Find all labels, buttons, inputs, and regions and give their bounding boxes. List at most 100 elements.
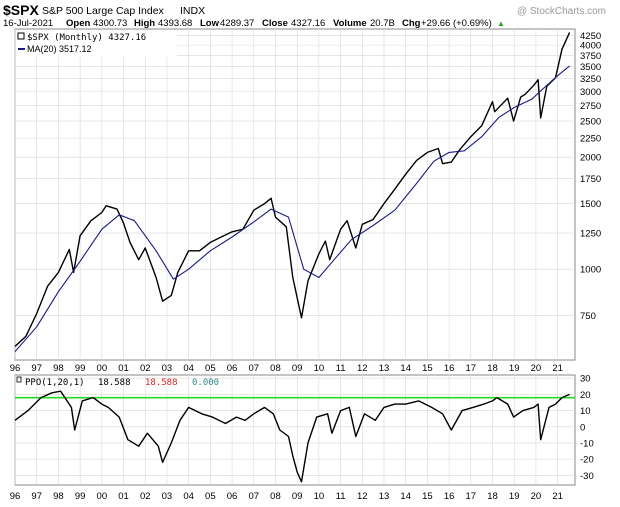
- ppo-series-line: [14, 390, 570, 483]
- x-tick-label: 18: [487, 363, 498, 374]
- x-tick-label: 13: [379, 363, 390, 374]
- x-tick-label: 96: [10, 363, 21, 374]
- ppo-legend-label: PPO(1,20,1): [25, 378, 85, 388]
- x-tick-label: 18: [487, 491, 498, 502]
- ppo-y-axis: -30 -20 -10 0 10 20 30: [580, 374, 594, 482]
- x-tick-label: 14: [400, 491, 411, 502]
- price-series: [14, 32, 571, 353]
- ppo-legend-value-3: 0.000: [192, 378, 219, 388]
- y-tick-label: -30: [580, 471, 594, 482]
- ppo-panel: -30 -20 -10 0 10 20 30 PPO(1,20,1) 18.588 18.5…: [14, 374, 594, 486]
- y-tick-label: -20: [580, 455, 594, 466]
- ma-legend-label: MA(20) 3517.12: [27, 44, 92, 54]
- y-tick-label: -10: [580, 438, 594, 449]
- index-name: S&P 500 Large Cap Index: [42, 5, 165, 17]
- x-tick-label: 00: [97, 363, 108, 374]
- y-tick-label: 0: [580, 422, 585, 433]
- chg-value: +29.66 (+0.69%): [421, 18, 492, 29]
- x-tick-label: 17: [466, 363, 477, 374]
- price-legend-label: $SPX (Monthly) 4327.16: [27, 33, 146, 43]
- open-value: 4300.73: [93, 18, 127, 29]
- low-value: 4289.37: [220, 18, 254, 29]
- x-tick-label: 01: [118, 491, 129, 502]
- x-tick-label: 04: [183, 363, 194, 374]
- x-tick-label: 99: [75, 363, 86, 374]
- x-tick-label: 16: [444, 491, 455, 502]
- x-tick-label: 21: [552, 491, 563, 502]
- x-tick-label: 06: [227, 363, 238, 374]
- price-panel: 750 1000 1250 1500 1750 2000 2250 2500 2750 3000 3…: [14, 28, 601, 361]
- x-tick-label: 99: [75, 491, 86, 502]
- x-tick-label: 19: [509, 491, 520, 502]
- ma-series-line: [14, 65, 570, 353]
- ppo-legend-value-1: 18.588: [98, 378, 131, 388]
- y-tick-label: 3000: [580, 87, 601, 98]
- x-tick-label: 20: [531, 363, 542, 374]
- y-tick-label: 2250: [580, 134, 601, 145]
- y-tick-label: 2500: [580, 117, 601, 128]
- x-tick-label: 02: [140, 491, 151, 502]
- open-label: Open: [66, 18, 90, 29]
- x-tick-label: 06: [227, 491, 238, 502]
- price-x-axis: 96 97 98 99 00 01 02 03 04 05 06 07 08 09 10 11 12 13 14 15…: [10, 363, 563, 374]
- symbol-label: $SPX: [3, 2, 39, 18]
- exchange-label: INDX: [180, 5, 205, 17]
- x-tick-label: 14: [400, 363, 411, 374]
- x-tick-label: 07: [248, 363, 259, 374]
- x-tick-label: 09: [292, 491, 303, 502]
- x-tick-label: 03: [162, 491, 173, 502]
- x-tick-label: 07: [248, 491, 259, 502]
- quote-date: 16-Jul-2021: [3, 18, 53, 29]
- high-value: 4393.68: [158, 18, 192, 29]
- high-label: High: [134, 18, 155, 29]
- ppo-x-axis: 96 97 98 99 00 01 02 03 04 05 06 07 08 09 10 11 12 13 14 15…: [10, 491, 563, 502]
- y-tick-label: 3500: [580, 62, 601, 73]
- y-tick-label: 1250: [580, 229, 601, 240]
- y-tick-label: 4250: [580, 31, 601, 42]
- volume-label: Volume: [333, 18, 367, 29]
- y-tick-label: 1750: [580, 174, 601, 185]
- x-tick-label: 21: [552, 363, 563, 374]
- chg-label: Chg: [402, 18, 421, 29]
- y-tick-label: 1500: [580, 199, 601, 210]
- watermark: @ StockCharts.com: [517, 6, 606, 17]
- x-tick-label: 09: [292, 363, 303, 374]
- y-tick-label: 10: [580, 406, 591, 417]
- x-tick-label: 10: [314, 491, 325, 502]
- x-tick-label: 03: [162, 363, 173, 374]
- x-tick-label: 11: [336, 491, 346, 502]
- x-tick-label: 98: [53, 491, 64, 502]
- price-panel-frame: [14, 28, 576, 361]
- ppo-panel-frame: [14, 374, 576, 486]
- x-tick-label: 08: [270, 363, 281, 374]
- x-tick-label: 12: [357, 363, 368, 374]
- x-tick-label: 97: [31, 363, 42, 374]
- x-tick-label: 02: [140, 363, 151, 374]
- x-tick-label: 12: [357, 491, 368, 502]
- x-tick-label: 96: [10, 491, 21, 502]
- y-tick-label: 3750: [580, 51, 601, 62]
- ppo-gridlines: [14, 375, 575, 485]
- x-tick-label: 08: [270, 491, 281, 502]
- y-tick-label: 30: [580, 374, 591, 385]
- x-tick-label: 17: [466, 491, 477, 502]
- x-tick-label: 10: [314, 363, 325, 374]
- x-tick-label: 05: [205, 363, 216, 374]
- y-tick-label: 2000: [580, 153, 601, 164]
- chg-up-arrow-icon: ▲: [497, 19, 505, 28]
- y-tick-label: 20: [580, 390, 591, 401]
- x-tick-label: 98: [53, 363, 64, 374]
- ppo-legend-value-2: 18.588: [145, 378, 178, 388]
- close-value: 4327.16: [291, 18, 325, 29]
- price-series-line: [14, 32, 571, 347]
- x-tick-label: 00: [97, 491, 108, 502]
- x-tick-label: 11: [336, 363, 346, 374]
- y-tick-label: 4000: [580, 41, 601, 52]
- y-tick-label: 3250: [580, 74, 601, 85]
- x-tick-label: 04: [183, 491, 194, 502]
- volume-value: 20.7B: [370, 18, 395, 29]
- price-y-axis: 750 1000 1250 1500 1750 2000 2250 2500 2750 3000 3…: [580, 31, 601, 322]
- x-tick-label: 15: [422, 363, 433, 374]
- close-label: Close: [262, 18, 288, 29]
